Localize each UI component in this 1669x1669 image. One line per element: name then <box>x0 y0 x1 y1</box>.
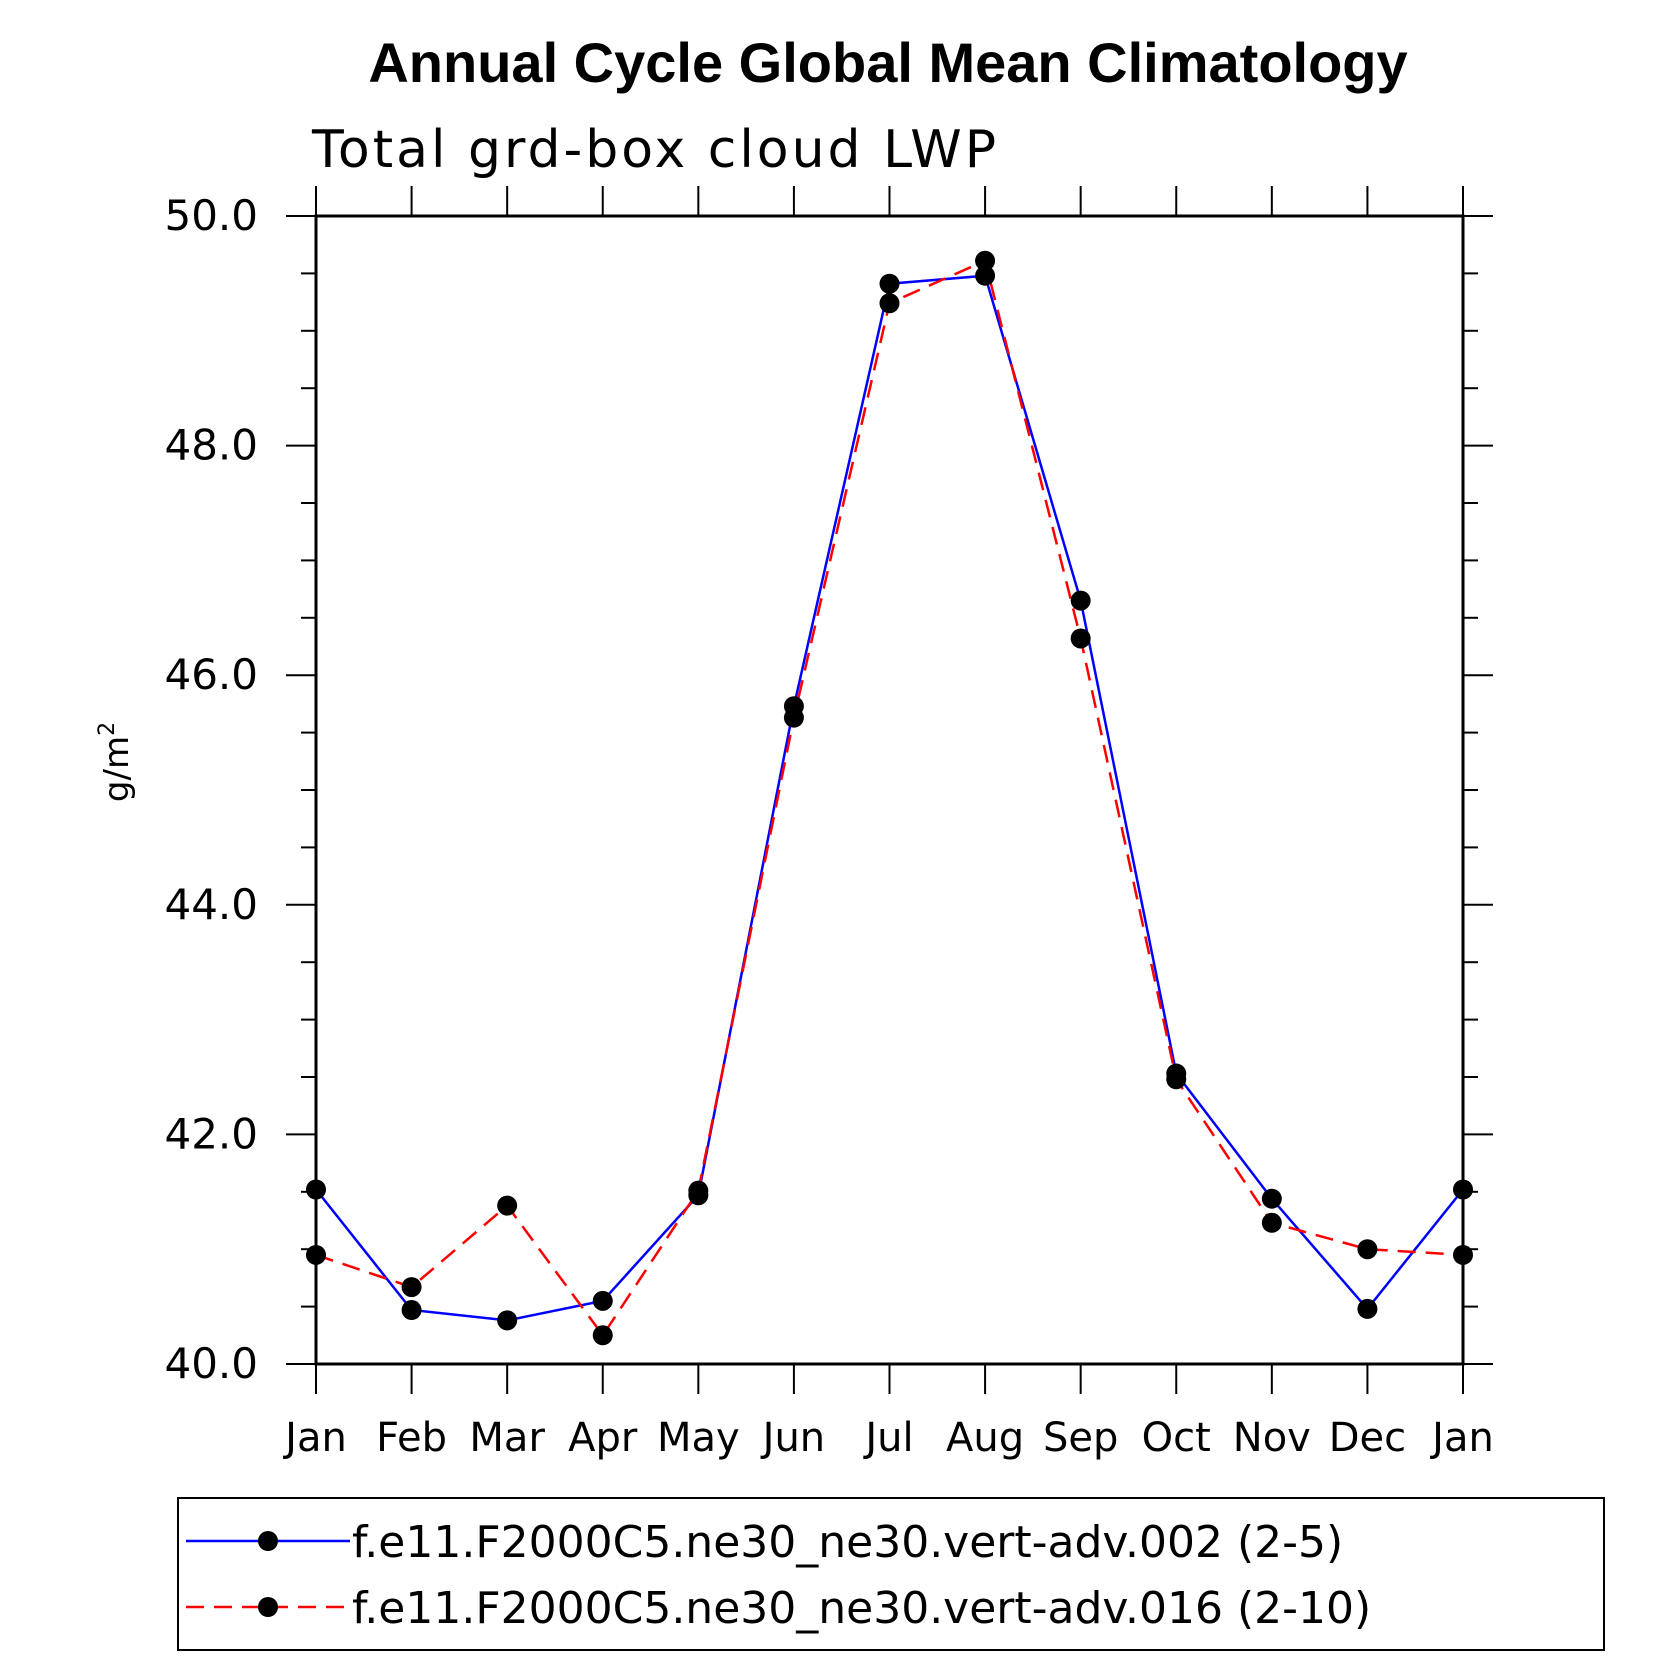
x-tick-label: Sep <box>1043 1415 1118 1461</box>
data-point <box>497 1195 518 1216</box>
data-point <box>879 273 900 294</box>
y-tick-label: 42.0 <box>164 1109 258 1158</box>
legend: f.e11.F2000C5.ne30_ne30.vert-adv.002 (2-… <box>186 1517 1371 1634</box>
y-tick-label: 50.0 <box>164 191 258 240</box>
legend-box <box>177 1497 1605 1651</box>
data-point <box>975 265 996 286</box>
data-point <box>1070 590 1091 611</box>
y-tick-label: 44.0 <box>164 880 258 929</box>
y-axis-label-superscript: 2 <box>95 722 120 736</box>
series-2-markers <box>306 250 1473 1346</box>
data-point <box>1166 1069 1187 1090</box>
y-axis-label: g/m2 <box>95 722 137 802</box>
x-tick-label: Apr <box>568 1415 638 1461</box>
data-point <box>1357 1239 1378 1260</box>
x-tick-label: Feb <box>376 1415 447 1461</box>
x-tick-label: May <box>657 1415 740 1461</box>
y-tick-labels: 40.0 42.0 44.0 46.0 48.0 50.0 <box>164 191 258 1388</box>
series-2 <box>315 259 1464 1338</box>
series-1-markers <box>306 265 1473 1331</box>
series-layer <box>306 250 1473 1346</box>
y-axis-label-text: g/m <box>97 736 137 802</box>
x-tick-labels: Jan Feb Mar Apr May Jun Jul Aug Sep Oct Nov Dec Jan <box>282 1415 1494 1461</box>
x-tick-label: Oct <box>1142 1415 1211 1461</box>
data-point <box>975 250 996 271</box>
data-point <box>592 1325 613 1346</box>
data-point <box>783 707 804 728</box>
data-point <box>592 1290 613 1311</box>
svg-text:g/m2: g/m2 <box>95 722 137 802</box>
chart-title: Annual Cycle Global Mean Climatology <box>368 31 1407 94</box>
x-tick-label: Jul <box>862 1415 913 1461</box>
data-point <box>401 1300 422 1321</box>
data-point <box>1453 1244 1473 1265</box>
data-point <box>1261 1212 1282 1233</box>
series-1 <box>315 274 1464 1322</box>
legend-swatch-marker <box>258 1531 278 1551</box>
legend-item: f.e11.F2000C5.ne30_ne30.vert-adv.016 (2-… <box>186 1583 1371 1634</box>
y-tick-label: 48.0 <box>164 421 258 470</box>
data-point <box>879 293 900 314</box>
legend-label: f.e11.F2000C5.ne30_ne30.vert-adv.016 (2-… <box>352 1583 1371 1634</box>
series-line <box>315 274 1464 1322</box>
x-tick-label: Mar <box>469 1415 545 1461</box>
chart-subtitle: Total grd-box cloud LWP <box>311 120 999 180</box>
data-point <box>306 1244 326 1265</box>
x-tick-label: Dec <box>1329 1415 1406 1461</box>
data-point <box>1453 1179 1473 1200</box>
data-point <box>497 1310 518 1331</box>
series-line <box>315 259 1464 1338</box>
x-tick-label: Jun <box>760 1415 826 1461</box>
data-point <box>1261 1188 1282 1209</box>
legend-item: f.e11.F2000C5.ne30_ne30.vert-adv.002 (2-… <box>186 1517 1343 1568</box>
data-point <box>306 1179 326 1200</box>
x-tick-label: Jan <box>1429 1415 1494 1461</box>
x-tick-label: Aug <box>946 1415 1024 1461</box>
y-tick-label: 40.0 <box>164 1339 258 1388</box>
legend-label: f.e11.F2000C5.ne30_ne30.vert-adv.002 (2-… <box>352 1517 1343 1568</box>
data-point <box>401 1277 422 1298</box>
data-point <box>1070 628 1091 649</box>
data-point <box>688 1180 709 1201</box>
x-tick-label: Jan <box>282 1415 347 1461</box>
y-tick-label: 46.0 <box>164 650 258 699</box>
data-point <box>1357 1298 1378 1319</box>
legend-swatch-marker <box>258 1597 278 1617</box>
plot-frame <box>314 214 1465 1366</box>
x-tick-label: Nov <box>1233 1415 1311 1461</box>
axis-ticks <box>286 186 1493 1394</box>
